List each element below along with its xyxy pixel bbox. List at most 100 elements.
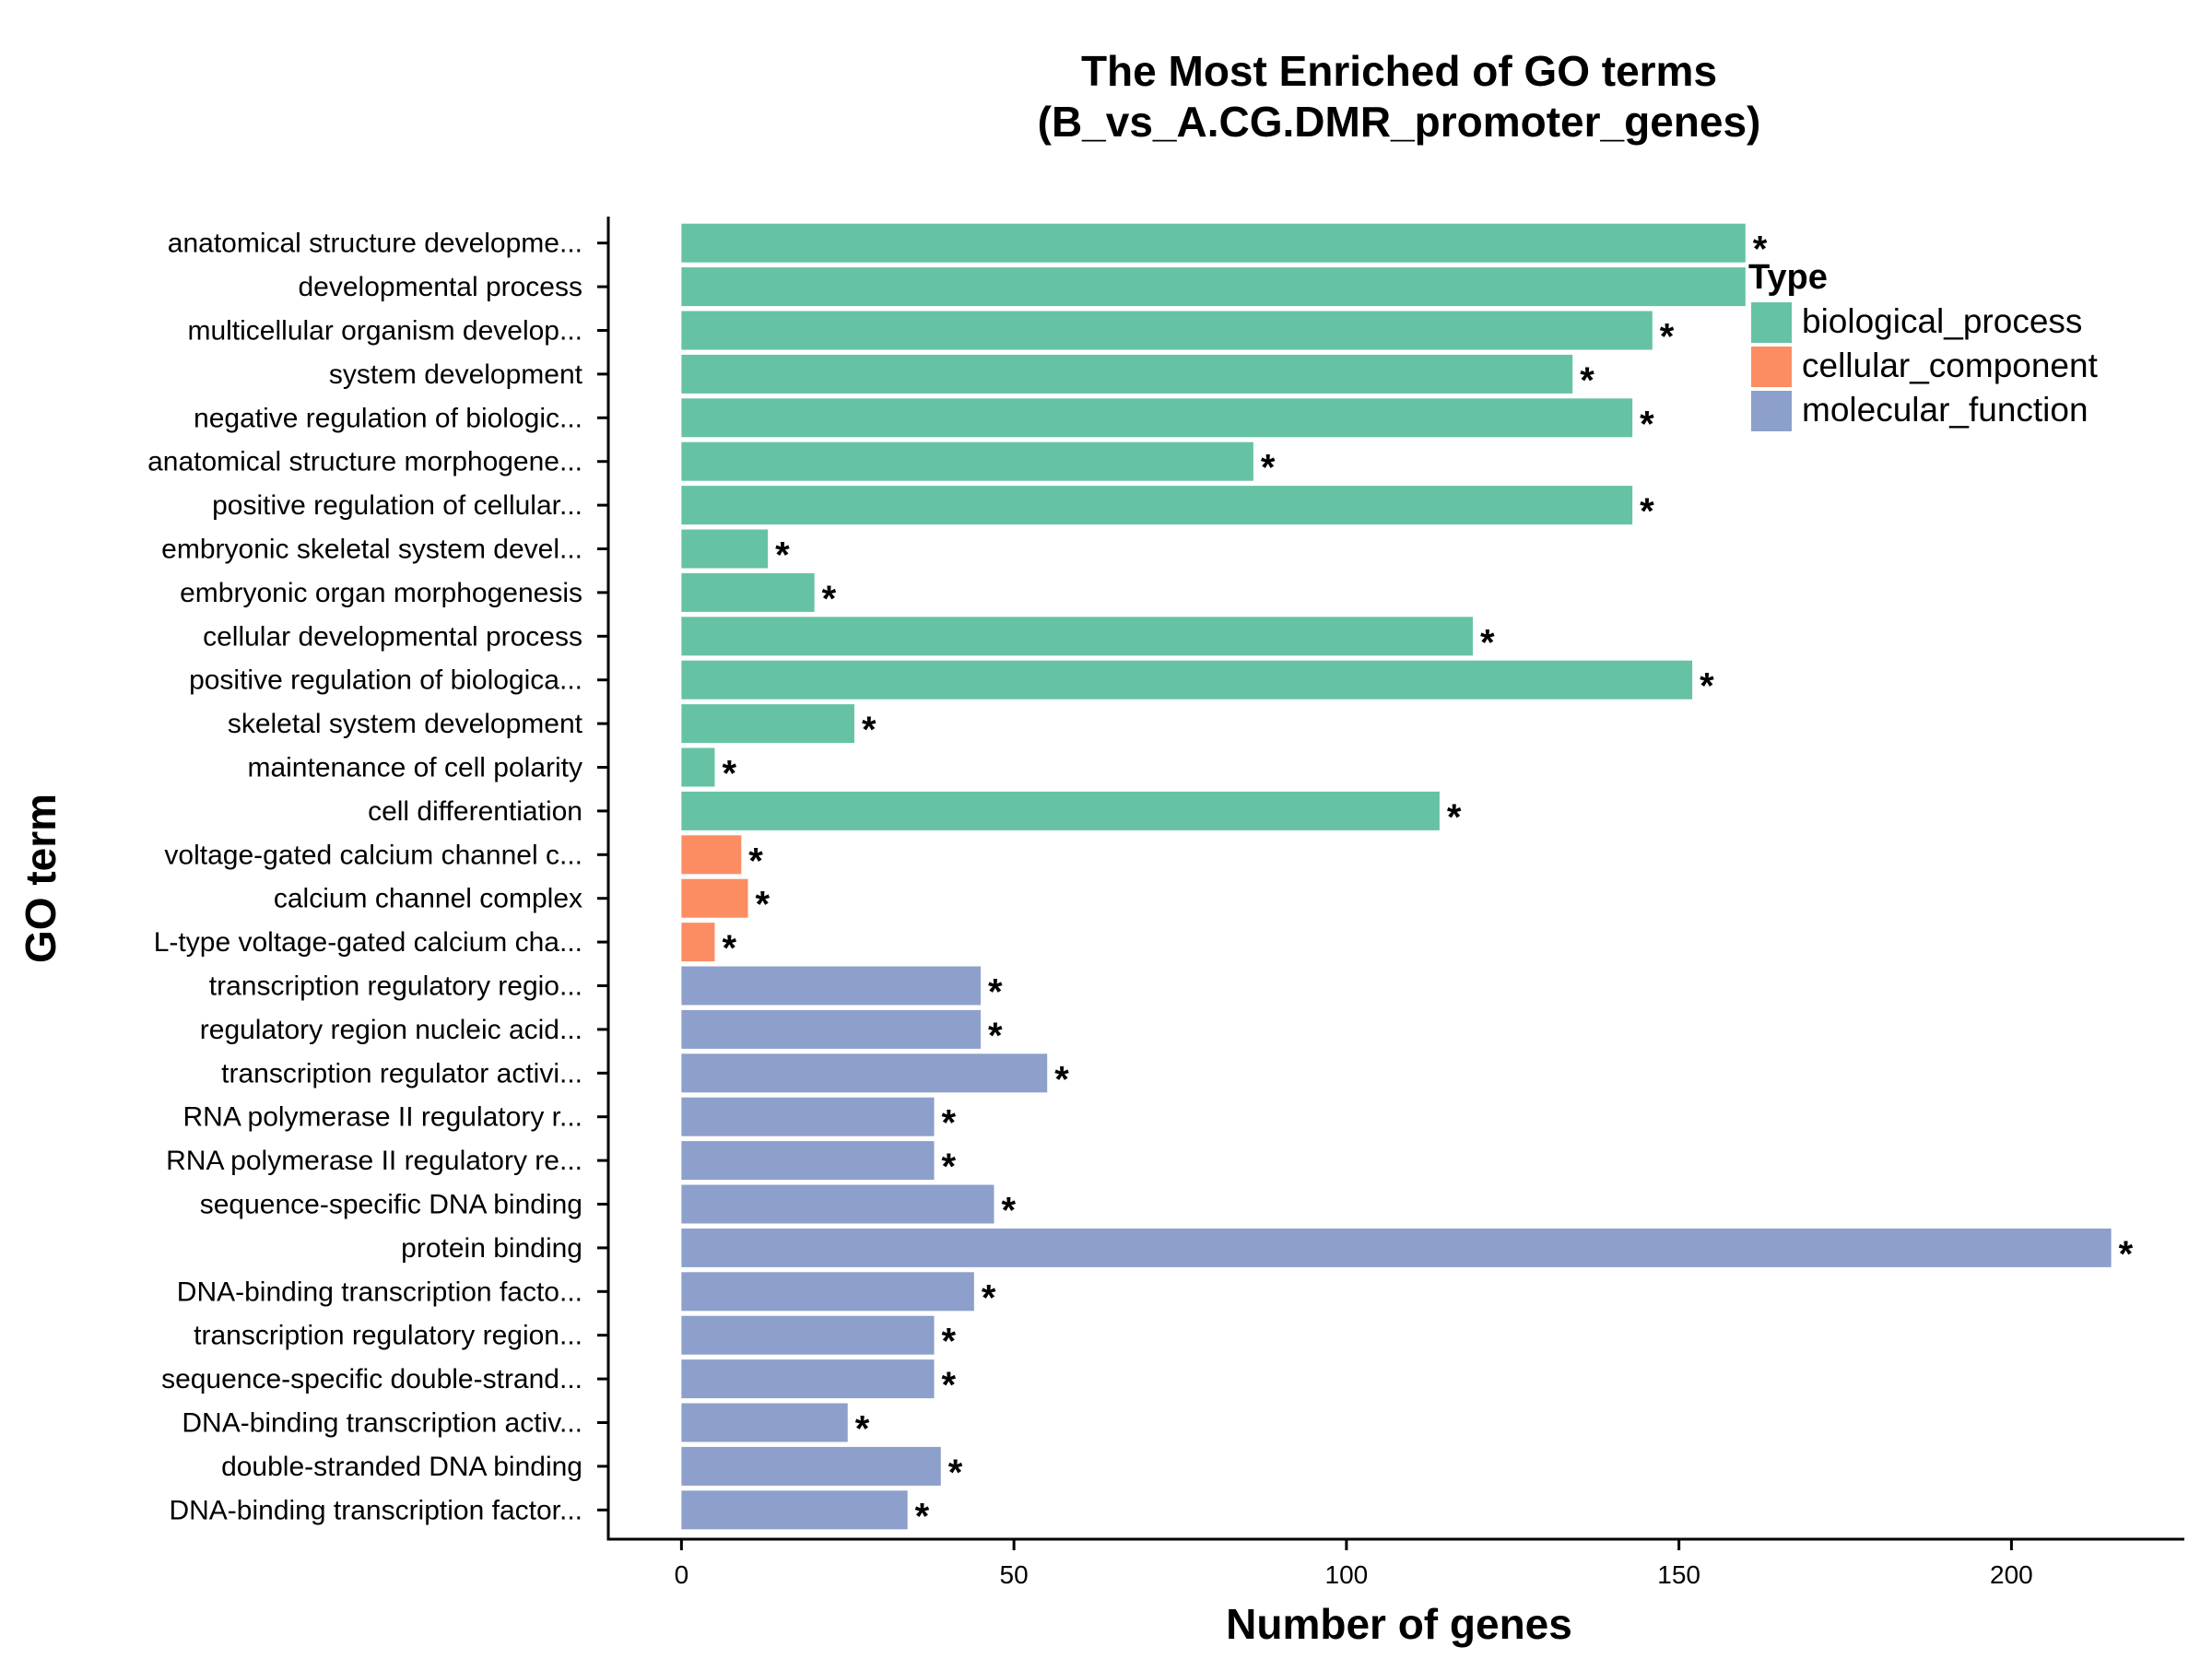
- legend-label: molecular_function: [1802, 391, 2088, 429]
- y-tick-label: positive regulation of biologica...: [189, 665, 582, 696]
- bar: [681, 1315, 935, 1355]
- y-tick-label: L-type voltage-gated calcium cha...: [154, 927, 582, 958]
- bar: [681, 1359, 935, 1399]
- bar: [681, 572, 815, 612]
- significance-marker: *: [1700, 666, 1714, 707]
- y-tick-label: DNA-binding transcription facto...: [177, 1277, 582, 1307]
- y-tick-label: transcription regulator activi...: [221, 1058, 582, 1088]
- y-tick-label: double-stranded DNA binding: [221, 1452, 582, 1482]
- legend-label: biological_process: [1802, 302, 2082, 340]
- bar: [681, 311, 1653, 350]
- significance-marker: *: [756, 885, 771, 925]
- significance-marker: *: [748, 841, 763, 881]
- bar: [681, 1228, 2112, 1267]
- significance-marker: *: [1753, 229, 1768, 270]
- bar: [681, 747, 715, 787]
- y-tick-label: voltage-gated calcium channel c...: [164, 840, 582, 870]
- bar: [681, 267, 1746, 307]
- bar: [681, 878, 748, 918]
- x-tick-label: 150: [1657, 1560, 1700, 1589]
- y-tick-label: cell differentiation: [368, 796, 582, 827]
- y-tick-label: regulatory region nucleic acid...: [200, 1015, 582, 1045]
- y-axis-title: GO term: [17, 794, 65, 963]
- legend-label: cellular_component: [1802, 347, 2099, 384]
- x-axis-title: Number of genes: [1226, 1600, 1572, 1648]
- y-tick-label: calcium channel complex: [274, 884, 582, 914]
- significance-marker: *: [2119, 1234, 2134, 1275]
- significance-marker: *: [942, 1322, 957, 1362]
- significance-marker: *: [948, 1453, 963, 1493]
- y-tick-label: maintenance of cell polarity: [247, 753, 582, 783]
- bar: [681, 1184, 994, 1224]
- significance-marker: *: [1660, 317, 1675, 358]
- y-tick-label: cellular developmental process: [203, 621, 582, 652]
- bar: [681, 923, 715, 962]
- significance-marker: *: [982, 1277, 996, 1318]
- bar: [681, 223, 1746, 263]
- significance-marker: *: [862, 710, 877, 750]
- bar: [681, 1097, 935, 1136]
- bar: [681, 1446, 941, 1486]
- significance-marker: *: [855, 1409, 870, 1450]
- y-tick-label: negative regulation of biologic...: [194, 403, 582, 433]
- bar: [681, 835, 742, 875]
- bar: [681, 529, 769, 569]
- x-tick-label: 200: [1990, 1560, 2033, 1589]
- significance-marker: *: [722, 754, 736, 794]
- bar: [681, 791, 1440, 830]
- y-tick-label: embryonic organ morphogenesis: [180, 578, 582, 608]
- x-tick-label: 0: [675, 1560, 689, 1589]
- y-tick-label: sequence-specific double-strand...: [161, 1364, 582, 1394]
- bar: [681, 617, 1473, 656]
- legend-swatch: [1749, 345, 1794, 389]
- y-tick-label: protein binding: [401, 1233, 582, 1264]
- y-tick-label: positive regulation of cellular...: [212, 490, 582, 521]
- significance-marker: *: [942, 1365, 957, 1406]
- y-tick-label: RNA polymerase II regulatory re...: [166, 1146, 582, 1176]
- significance-marker: *: [942, 1103, 957, 1144]
- y-tick-label: multicellular organism develop...: [187, 316, 582, 347]
- y-tick-label: DNA-binding transcription factor...: [169, 1495, 582, 1525]
- bar: [681, 1403, 848, 1442]
- significance-marker: *: [1640, 491, 1654, 532]
- bar: [681, 1053, 1048, 1093]
- chart-title-line-1: The Most Enriched of GO terms: [1081, 47, 1717, 95]
- y-tick-label: system development: [329, 359, 583, 390]
- axes-layer: anatomical structure developme... develop…: [147, 217, 2184, 1589]
- y-tick-label: DNA-binding transcription activ...: [182, 1408, 582, 1439]
- significance-marker: *: [988, 972, 1003, 1013]
- significance-marker: *: [1640, 404, 1654, 444]
- bar: [681, 704, 854, 744]
- x-tick-label: 50: [1000, 1560, 1029, 1589]
- legend-title: Type: [1748, 258, 1828, 297]
- y-tick-label: transcription regulatory region...: [194, 1321, 582, 1351]
- x-tick-label: 100: [1325, 1560, 1369, 1589]
- bar: [681, 1490, 908, 1530]
- bar: [681, 354, 1573, 394]
- bar: [681, 1141, 935, 1181]
- significance-marker: *: [1054, 1059, 1069, 1100]
- significance-marker: *: [915, 1496, 930, 1536]
- bar: [681, 966, 982, 1006]
- bar: [681, 660, 1693, 700]
- significance-marker: *: [1580, 360, 1594, 401]
- significance-marker: *: [775, 535, 790, 576]
- legend: Type biological_process cellular_component…: [1748, 258, 2099, 433]
- significance-marker: *: [1480, 622, 1495, 663]
- y-tick-label: transcription regulatory regio...: [209, 971, 582, 1002]
- legend-swatch: [1749, 389, 1794, 433]
- y-tick-label: anatomical structure developme...: [168, 229, 582, 259]
- bar: [681, 486, 1633, 525]
- legend-swatch: [1749, 300, 1794, 345]
- significance-marker: *: [988, 1016, 1003, 1056]
- significance-marker: *: [1261, 448, 1276, 488]
- significance-marker: *: [722, 928, 736, 969]
- y-tick-label: embryonic skeletal system devel...: [161, 535, 582, 565]
- y-tick-label: RNA polymerase II regulatory r...: [182, 1102, 582, 1133]
- bars-layer: *****************************: [681, 223, 2134, 1536]
- significance-marker: *: [942, 1147, 957, 1187]
- y-tick-label: developmental process: [298, 272, 582, 302]
- y-tick-label: anatomical structure morphogene...: [147, 447, 582, 477]
